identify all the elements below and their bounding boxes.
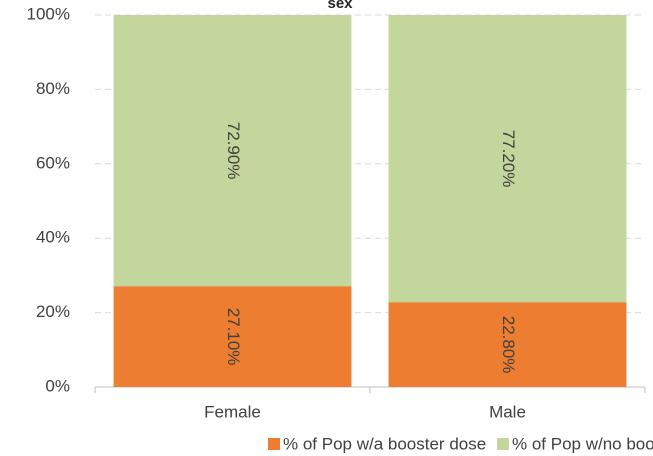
y-tick-label: 40%: [36, 228, 70, 247]
legend-label: % of Pop w/a booster dose: [283, 434, 486, 453]
x-tick-label: Male: [489, 402, 526, 421]
data-label: 27.10%: [224, 308, 243, 366]
bar-segment: [113, 15, 352, 287]
x-tick-label: Female: [204, 402, 261, 421]
legend-label: % of Pop w/no booster dose*: [512, 434, 653, 453]
y-tick-label: 60%: [36, 153, 70, 172]
data-label: 72.90%: [224, 122, 243, 180]
legend-swatch: [268, 438, 280, 450]
y-tick-label: 0%: [45, 376, 70, 395]
data-label: 77.20%: [499, 130, 518, 188]
bar-segment: [388, 302, 627, 387]
bar-segment: [388, 15, 627, 303]
y-tick-label: 100%: [27, 4, 70, 23]
y-tick-label: 80%: [36, 79, 70, 98]
data-label: 22.80%: [499, 316, 518, 374]
chart-title: sex: [327, 0, 353, 12]
legend-swatch: [497, 438, 509, 450]
bar-segment: [113, 286, 352, 387]
y-tick-label: 20%: [36, 302, 70, 321]
